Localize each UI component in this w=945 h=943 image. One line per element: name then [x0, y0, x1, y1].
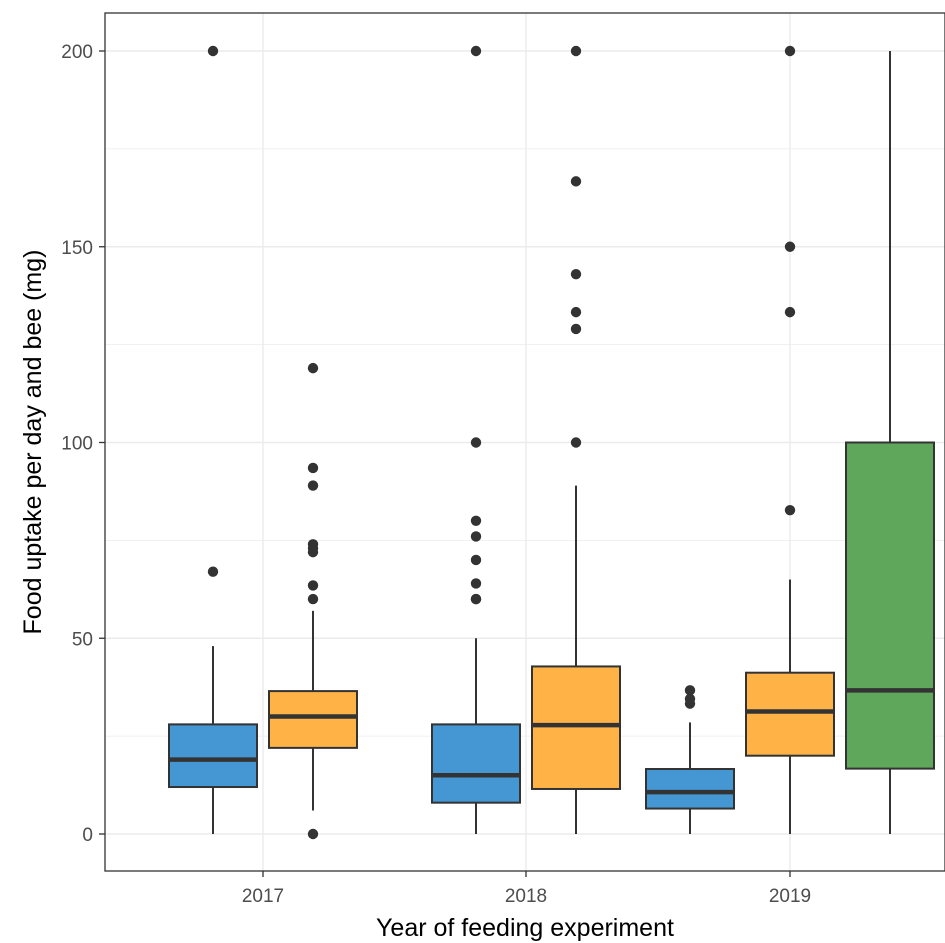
box-2018-1 — [531, 45, 621, 834]
x-tick-label: 2019 — [769, 886, 811, 907]
box-body — [531, 665, 621, 790]
box-body — [645, 768, 735, 810]
x-tick-label: 2017 — [242, 886, 284, 907]
outlier-point — [684, 693, 696, 705]
outlier-point — [570, 323, 582, 335]
y-axis: 0 50 100 150 200 — [61, 42, 105, 846]
outlier-point — [784, 45, 796, 57]
box-2019-2 — [845, 51, 935, 834]
x-tick-label: 2018 — [505, 886, 547, 907]
y-tick-label: 150 — [61, 238, 93, 259]
outlier-point — [207, 45, 219, 57]
box-body — [845, 441, 935, 770]
box-body — [268, 690, 358, 749]
y-tick-label: 0 — [82, 825, 93, 846]
outlier-point — [570, 268, 582, 280]
outlier-point — [470, 554, 482, 566]
outlier-point — [307, 593, 319, 605]
box-2018-0 — [431, 45, 521, 834]
boxes — [168, 45, 935, 840]
outlier-point — [307, 580, 319, 591]
box-body — [745, 671, 835, 757]
outlier-point — [470, 45, 482, 57]
outlier-point — [784, 505, 796, 516]
box-body — [431, 723, 521, 804]
y-tick-label: 100 — [61, 434, 93, 455]
outlier-point — [784, 306, 796, 318]
grid-lines — [105, 13, 945, 871]
outlier-point — [307, 362, 319, 374]
outlier-point — [570, 176, 582, 187]
y-axis-title: Food uptake per day and bee (mg) — [19, 250, 47, 635]
box-2017-1 — [268, 362, 358, 840]
outlier-point — [684, 685, 696, 696]
box-2019-1 — [745, 45, 835, 834]
outlier-point — [570, 437, 582, 448]
y-tick-label: 50 — [72, 629, 93, 650]
outlier-point — [570, 306, 582, 318]
outlier-point — [470, 515, 482, 526]
x-axis-title: Year of feeding experiment — [376, 914, 674, 942]
outlier-point — [570, 45, 582, 57]
outlier-point — [207, 566, 219, 577]
outlier-point — [307, 480, 319, 491]
outlier-point — [784, 241, 796, 252]
x-axis: 2017 2018 2019 — [242, 871, 811, 907]
y-tick-label: 200 — [61, 42, 93, 63]
outlier-point — [470, 437, 482, 448]
box-2019-0 — [645, 685, 735, 834]
box-2017-0 — [168, 45, 258, 834]
outlier-point — [470, 578, 482, 589]
box-body — [168, 723, 258, 789]
outlier-point — [470, 593, 482, 605]
outlier-point — [307, 539, 319, 550]
outlier-point — [307, 462, 319, 474]
outlier-point — [307, 828, 319, 840]
outlier-point — [470, 531, 482, 542]
